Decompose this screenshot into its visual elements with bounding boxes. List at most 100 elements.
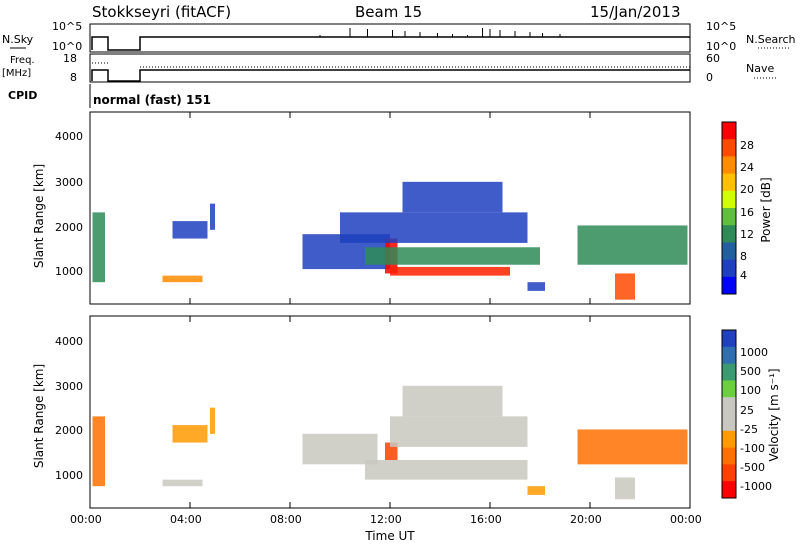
station-title: Stokkseyri (fitACF)	[92, 3, 231, 21]
power-colorbar-segment-1	[722, 139, 736, 157]
vel-colorbar-frame	[721, 329, 737, 499]
vel-colorbar-segment-5	[722, 414, 736, 432]
vel-colorbar-segment-8	[722, 464, 736, 482]
vel-cells-region-2	[172, 425, 208, 443]
power-cells-region-8	[340, 212, 528, 243]
freq-left-tick-bottom: 8	[70, 71, 77, 84]
vel-ytick-3000: 3000	[55, 380, 83, 393]
vel-colorbar-segment-9	[722, 481, 736, 499]
power-colorbar-segment-6	[722, 225, 736, 243]
sky-right-tick-top: 10^5	[706, 20, 736, 33]
vel-cb-tick-100: 100	[740, 384, 761, 397]
vel-cells-region-4	[302, 433, 378, 465]
velocity-colorbar	[721, 329, 737, 499]
xtick-0800: 08:00	[270, 513, 302, 526]
sky-panel-frame	[89, 23, 691, 53]
vel-cells-region-5	[365, 460, 528, 480]
nave-label: Nave	[746, 62, 774, 75]
vel-cb-tick-m25: -25	[740, 423, 758, 436]
power-data-cells	[92, 181, 688, 300]
vel-colorbar-segment-3	[722, 380, 736, 398]
vel-colorbar-segment-0	[722, 330, 736, 348]
power-cells-region-0	[92, 212, 105, 283]
vel-cb-tick-500: 500	[740, 365, 761, 378]
vel-cells-region-9	[527, 486, 545, 495]
power-colorbar-segment-5	[722, 208, 736, 226]
power-cells-region-10	[527, 282, 545, 291]
power-cells-region-11	[577, 225, 688, 265]
x-axis-label: Time UT	[364, 529, 415, 543]
sky-left-tick-bottom: 10^0	[52, 40, 82, 53]
x-axis-ticks	[89, 112, 691, 508]
date-title: 15/Jan/2013	[590, 3, 681, 21]
vel-cells-region-3	[210, 407, 215, 434]
velocity-data-cells	[92, 385, 688, 500]
freq-panel-frame	[89, 53, 691, 83]
vel-cells-region-10	[577, 429, 688, 465]
power-cb-tick-8: 8	[740, 250, 747, 263]
xtick-1600: 16:00	[470, 513, 502, 526]
sky-left-label: N.Sky	[2, 33, 34, 46]
vel-ytick-1000: 1000	[55, 469, 83, 482]
vel-cb-tick-1000: 1000	[740, 346, 768, 359]
power-colorbar-segment-9	[722, 276, 736, 295]
vel-cb-tick-m100: -100	[740, 442, 765, 455]
sky-trace	[91, 36, 690, 51]
freq-left-tick-top: 18	[63, 52, 77, 65]
power-colorbar-frame	[721, 121, 737, 295]
power-colorbar-segment-2	[722, 156, 736, 175]
vel-ytick-4000: 4000	[55, 335, 83, 348]
velocity-ylabel: Slant Range [km]	[32, 364, 46, 468]
sky-right-label: N.Search	[746, 33, 796, 46]
vel-cells-region-0	[92, 416, 105, 487]
power-colorbar-label: Power [dB]	[759, 177, 773, 242]
power-cells-region-9	[402, 181, 503, 213]
power-ytick-1000: 1000	[55, 265, 83, 278]
cpid-label: CPID	[8, 89, 37, 102]
power-cells-region-7	[365, 247, 540, 265]
power-cb-tick-4: 4	[740, 269, 747, 282]
power-ytick-3000: 3000	[55, 176, 83, 189]
power-ytick-4000: 4000	[55, 130, 83, 143]
power-cb-tick-16: 16	[740, 206, 754, 219]
power-ylabel: Slant Range [km]	[32, 164, 46, 268]
freq-trace	[91, 69, 690, 82]
power-colorbar-segment-4	[722, 190, 736, 209]
power-colorbar-segment-8	[722, 259, 736, 278]
vel-colorbar-segment-1	[722, 346, 736, 365]
cpid-mode: normal (fast) 151	[93, 93, 211, 107]
vel-cells-region-7	[390, 416, 528, 447]
freq-label-line1: Freq.	[10, 55, 35, 66]
beam-title: Beam 15	[355, 3, 422, 21]
power-cells-region-6	[390, 266, 510, 276]
power-ytick-2000: 2000	[55, 221, 83, 234]
power-colorbar-segment-0	[722, 122, 736, 140]
sky-left-tick-top: 10^5	[52, 20, 82, 33]
vel-cb-tick-25: 25	[740, 404, 754, 417]
xtick-2400: 00:00	[670, 513, 702, 526]
power-cells-region-2	[172, 221, 208, 239]
power-cb-tick-12: 12	[740, 228, 754, 241]
xtick-0000: 00:00	[70, 513, 102, 526]
power-colorbar-segment-3	[722, 173, 736, 192]
power-colorbar	[721, 121, 737, 295]
power-cells-region-3	[210, 203, 215, 230]
power-colorbar-segment-7	[722, 242, 736, 261]
power-cells-region-1	[162, 275, 203, 283]
power-cb-tick-24: 24	[740, 161, 754, 174]
vel-cells-region-8	[402, 385, 503, 417]
vel-colorbar-segment-2	[722, 363, 736, 381]
vel-colorbar-segment-7	[722, 447, 736, 465]
sky-spikes	[319, 28, 561, 37]
xtick-2000: 20:00	[570, 513, 602, 526]
xtick-0400: 04:00	[170, 513, 202, 526]
xtick-1200: 12:00	[370, 513, 402, 526]
power-cells-region-12	[615, 273, 635, 300]
vel-cells-region-11	[615, 477, 635, 500]
power-cb-tick-28: 28	[740, 139, 754, 152]
vel-cb-tick-m500: -500	[740, 461, 765, 474]
sky-right-tick-bottom: 10^0	[706, 40, 736, 53]
freq-right-tick-bottom: 0	[706, 71, 713, 84]
power-cb-tick-20: 20	[740, 183, 754, 196]
